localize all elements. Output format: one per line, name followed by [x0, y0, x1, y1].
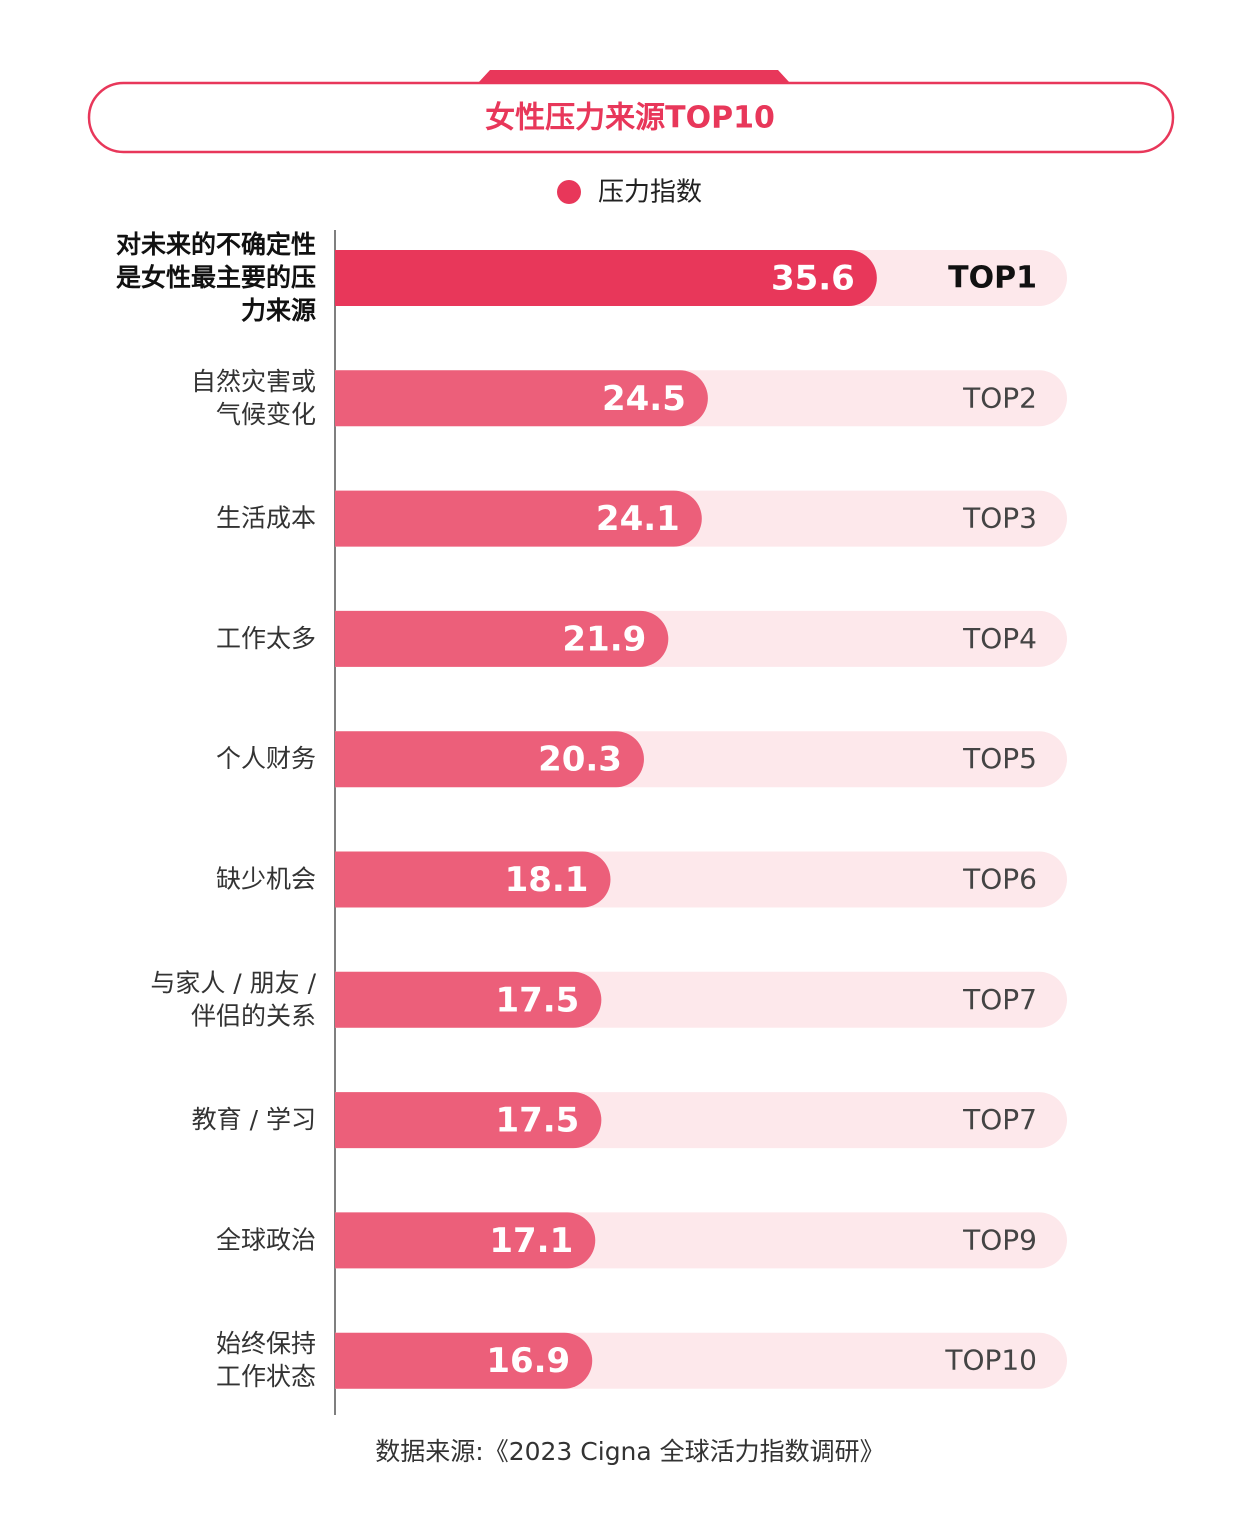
bar — [335, 1332, 593, 1389]
category-label: 全球政治 — [216, 1225, 316, 1254]
category-label: 工作太多 — [216, 624, 316, 653]
category-line: 全球政治 — [216, 1225, 316, 1254]
rank-label: TOP4 — [962, 622, 1037, 655]
value-label: 21.9 — [562, 619, 646, 659]
title-box — [87, 81, 1175, 154]
rank-label: TOP9 — [962, 1223, 1037, 1256]
category-line: 工作状态 — [216, 1362, 316, 1391]
title-tab — [478, 70, 790, 83]
category-line: 与家人 / 朋友 / — [150, 968, 316, 997]
category-label: 生活成本 — [216, 504, 316, 533]
category-line: 伴侣的关系 — [191, 1001, 316, 1030]
category-line: 工作太多 — [216, 624, 316, 653]
bar — [335, 490, 702, 547]
value-label: 17.5 — [495, 980, 579, 1020]
value-label: 35.6 — [771, 259, 855, 299]
rank-label: TOP10 — [944, 1344, 1037, 1377]
category-line: 自然灾害或 — [191, 367, 316, 396]
category-line: 气候变化 — [216, 400, 316, 429]
source: 数据来源:《2023 Cigna 全球活力指数调研》 — [375, 1437, 884, 1466]
legend-label: 压力指数 — [598, 178, 702, 208]
rank-label: TOP5 — [962, 742, 1037, 775]
rank-label: TOP2 — [962, 381, 1037, 414]
bar — [335, 971, 602, 1028]
value-label: 24.1 — [596, 499, 680, 539]
bar — [335, 1092, 602, 1149]
category-label: 个人财务 — [216, 744, 316, 773]
category-line: 缺少机会 — [216, 865, 316, 894]
category-line: 个人财务 — [216, 744, 316, 773]
category-label: 缺少机会 — [216, 865, 316, 894]
value-label: 18.1 — [505, 860, 589, 900]
category-line: 始终保持 — [216, 1329, 316, 1358]
bar — [335, 610, 669, 667]
category-label: 自然灾害或气候变化 — [191, 367, 316, 429]
rank-label: TOP3 — [962, 502, 1037, 535]
category-label: 始终保持工作状态 — [216, 1329, 316, 1391]
chart-title: 女性压力来源TOP10 — [485, 101, 775, 136]
rank-label: TOP1 — [948, 261, 1037, 296]
category-line: 生活成本 — [216, 504, 316, 533]
value-label: 20.3 — [538, 740, 622, 780]
category-line: 对未来的不确定性 — [116, 230, 316, 259]
category-line: 是女性最主要的压 — [116, 263, 316, 292]
category-line: 力来源 — [241, 296, 316, 325]
value-label: 17.1 — [489, 1221, 573, 1261]
value-label: 24.5 — [602, 379, 686, 419]
rank-label: TOP7 — [962, 1103, 1037, 1136]
category-label: 与家人 / 朋友 / 伴侣的关系 — [150, 968, 316, 1030]
bar — [335, 851, 611, 908]
bar — [335, 250, 877, 306]
rank-label: TOP7 — [962, 983, 1037, 1016]
rank-label: TOP6 — [962, 863, 1037, 896]
legend-dot — [557, 180, 581, 204]
value-label: 16.9 — [486, 1341, 570, 1381]
bar — [335, 370, 708, 427]
category-label: 教育 / 学习 — [192, 1105, 316, 1134]
bar — [335, 731, 644, 788]
category-label: 对未来的不确定性是女性最主要的压力来源 — [116, 230, 316, 325]
bar — [335, 1212, 596, 1269]
category-line: 教育 / 学习 — [192, 1105, 316, 1134]
value-label: 17.5 — [495, 1101, 579, 1141]
